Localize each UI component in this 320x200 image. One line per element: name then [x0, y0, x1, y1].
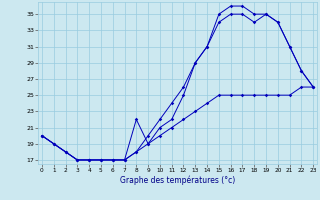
X-axis label: Graphe des températures (°c): Graphe des températures (°c)	[120, 176, 235, 185]
